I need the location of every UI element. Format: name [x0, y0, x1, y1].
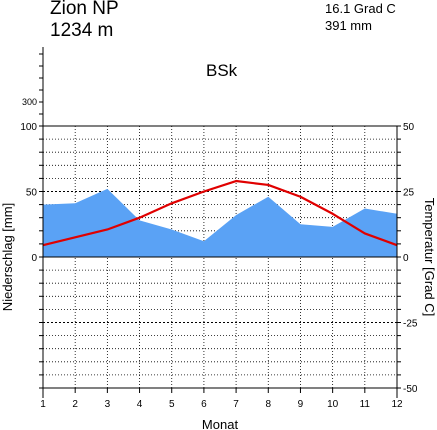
y-tick-label-right: 50 — [403, 122, 415, 133]
y-tick-label-left: 0 — [31, 253, 37, 264]
precipitation-area-layer — [43, 188, 397, 257]
mean-temperature: 16.1 Grad C — [325, 1, 396, 16]
x-tick-label: 2 — [72, 399, 78, 410]
station-name: Zion NP — [50, 0, 119, 19]
x-tick-label: 11 — [360, 399, 371, 410]
x-tick-label: 1 — [40, 399, 46, 410]
x-tick-label: 4 — [137, 399, 143, 410]
y-tick-label-right: -25 — [403, 319, 418, 330]
y-tick-label-right: -50 — [403, 384, 418, 395]
y-tick-label-left: 300 — [22, 97, 37, 107]
precipitation-area — [43, 188, 397, 257]
x-tick-label: 5 — [169, 399, 175, 410]
y-tick-label-left: 100 — [20, 122, 37, 133]
climate-class: BSk — [206, 61, 238, 80]
x-tick-label: 3 — [105, 399, 111, 410]
x-tick-label: 10 — [327, 399, 339, 410]
y-tick-label-right: 25 — [403, 188, 415, 199]
x-tick-label: 9 — [298, 399, 304, 410]
y-axis-label-right: Temperatur [Grad C] — [422, 198, 437, 317]
x-tick-label: 8 — [265, 399, 271, 410]
temperature-line — [42, 179, 398, 247]
y-axis-label-left: Niederschlag [mm] — [0, 203, 15, 311]
x-axis-label: Monat — [202, 417, 239, 430]
station-elevation: 1234 m — [50, 20, 114, 41]
x-tick-label: 7 — [233, 399, 239, 410]
y-tick-label-left: 50 — [26, 188, 38, 199]
axes — [39, 47, 401, 398]
x-tick-label: 12 — [391, 399, 403, 410]
x-tick-label: 6 — [201, 399, 207, 410]
temperature-line-layer — [42, 179, 398, 247]
y-tick-label-right: 0 — [403, 253, 409, 264]
annual-precipitation: 391 mm — [325, 18, 372, 33]
